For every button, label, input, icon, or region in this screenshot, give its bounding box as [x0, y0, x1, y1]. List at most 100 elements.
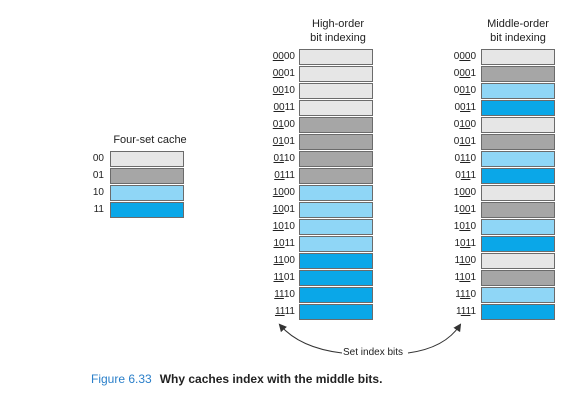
cache-set: [110, 202, 184, 218]
four-set-cache-title: Four-set cache: [113, 134, 187, 146]
address-bits-suffix: 01: [283, 68, 295, 79]
set-index-bits: 11: [274, 289, 284, 300]
set-index-bits-label: Set index bits: [343, 347, 404, 358]
address-label: 1001: [262, 202, 295, 218]
address-bits-prefix: 1: [454, 238, 461, 249]
memory-block: [299, 304, 373, 320]
set-index-bits: 00: [459, 68, 471, 79]
address-label: 0001: [262, 66, 295, 82]
memory-block: [299, 168, 373, 184]
set-index-bits: 00: [459, 51, 471, 62]
address-label: 1111: [262, 304, 295, 320]
set-index-bits: 11: [273, 272, 284, 283]
set-index-bits: 10: [459, 119, 471, 130]
middle-order-labels: 0000 0001 0010 0011 0100 0101 0110 0111 1000 1001…: [440, 49, 476, 320]
address-bits-prefix: 0: [453, 51, 460, 62]
address-bits-prefix: 1: [453, 204, 460, 215]
set-index-bits: 10: [272, 187, 284, 198]
address-bits-suffix: 1: [470, 204, 476, 215]
address-bits-suffix: 00: [283, 255, 295, 266]
memory-block: [481, 117, 555, 133]
set-index-bits: 01: [459, 85, 471, 96]
memory-block: [299, 236, 373, 252]
address-bits-suffix: 0: [470, 153, 476, 164]
set-index-bits: 01: [460, 238, 471, 249]
middle-order-block: [481, 49, 555, 320]
address-bits-suffix: 00: [283, 119, 295, 130]
address-bits-suffix: 0: [470, 221, 476, 232]
memory-block: [481, 134, 555, 150]
address-label: 0101: [440, 134, 476, 150]
address-label: 1101: [262, 270, 295, 286]
address-bits-suffix: 1: [470, 136, 476, 147]
address-bits-prefix: 0: [453, 136, 460, 147]
high-order-title-line1: High-order: [312, 18, 364, 30]
address-label: 0111: [262, 168, 295, 184]
address-bits-prefix: 1: [453, 187, 460, 198]
high-order-block: [299, 49, 373, 320]
set-index-bits: 10: [459, 272, 471, 283]
figure-caption-text: Why caches index with the middle bits.: [159, 372, 383, 386]
memory-block: [299, 270, 373, 286]
set-index-bits: 10: [272, 221, 284, 232]
address-label: 1011: [262, 236, 295, 252]
set-index-bits: 10: [273, 238, 285, 249]
memory-block: [481, 49, 555, 65]
middle-order-title-line2: bit indexing: [490, 32, 546, 44]
address-bits-prefix: 0: [453, 119, 460, 130]
address-bits-prefix: 0: [453, 85, 460, 96]
address-label: 1010: [440, 219, 476, 235]
set-label: 01: [92, 170, 104, 181]
address-label: 1010: [262, 219, 295, 235]
figure-caption: Figure 6.33 Why caches index with the mid…: [91, 372, 382, 386]
address-label: 0011: [262, 100, 295, 116]
address-bits-prefix: 1: [454, 255, 460, 266]
cache-set: [110, 151, 184, 167]
address-bits-suffix: 00: [283, 51, 295, 62]
memory-block: [481, 202, 555, 218]
set-label: 10: [92, 187, 104, 198]
cache-set: [110, 185, 184, 201]
memory-block: [299, 100, 373, 116]
memory-block: [481, 168, 555, 184]
set-index-bits: 00: [273, 102, 285, 113]
address-bits-suffix: 10: [283, 289, 295, 300]
four-set-cache-labels: 00 01 10 11: [78, 151, 104, 218]
set-index-bits: 11: [460, 306, 471, 317]
memory-block: [299, 287, 373, 303]
address-label: 0010: [440, 83, 476, 99]
set-label: 00: [92, 153, 104, 164]
address-label: 0000: [262, 49, 295, 65]
memory-block: [481, 270, 555, 286]
set-index-bits: 01: [274, 170, 285, 181]
set-index-bits: 01: [272, 136, 284, 147]
address-bits-suffix: 0: [470, 51, 476, 62]
address-label: 1000: [440, 185, 476, 201]
memory-block: [481, 83, 555, 99]
address-bits-prefix: 1: [454, 272, 460, 283]
set-index-bits: 00: [459, 187, 471, 198]
address-bits-prefix: 1: [453, 221, 460, 232]
set-index-bits: 01: [460, 102, 471, 113]
memory-block: [299, 49, 373, 65]
address-bits-suffix: 11: [284, 102, 295, 113]
memory-block: [299, 253, 373, 269]
address-bits-prefix: 1: [455, 306, 461, 317]
address-label: 0010: [262, 83, 295, 99]
address-bits-suffix: 1: [470, 102, 476, 113]
memory-block: [299, 151, 373, 167]
address-label: 1101: [440, 270, 476, 286]
set-label: 11: [93, 204, 104, 215]
address-bits-suffix: 01: [283, 272, 295, 283]
memory-block: [481, 151, 555, 167]
memory-block: [299, 202, 373, 218]
memory-block: [481, 100, 555, 116]
arrow-to-high-order: [278, 323, 343, 354]
set-index-bits: 10: [272, 204, 284, 215]
address-bits-suffix: 10: [283, 221, 295, 232]
address-bits-suffix: 1: [470, 272, 476, 283]
memory-block: [481, 219, 555, 235]
set-index-bits: 01: [273, 153, 284, 164]
address-label: 0111: [440, 168, 476, 184]
memory-block: [481, 287, 555, 303]
